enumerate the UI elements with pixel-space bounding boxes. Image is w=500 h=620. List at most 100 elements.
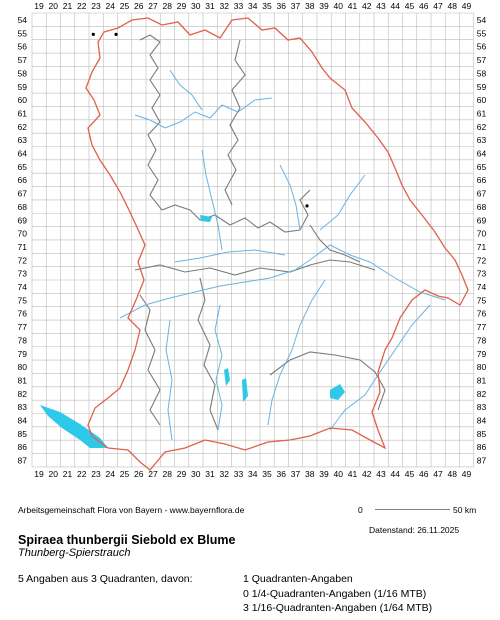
grid-column-label: 21 (63, 1, 73, 11)
lake-constance (40, 405, 108, 448)
grid-row-label: 87 (18, 456, 28, 466)
grid-row-label: 80 (18, 362, 28, 372)
grid-row-label: 58 (477, 68, 487, 78)
grid-row-label: 84 (18, 416, 28, 426)
grid-column-label: 33 (234, 469, 244, 479)
grid-column-label: 41 (348, 469, 358, 479)
summary-line-quarter-quadrants: 0 1/4-Quadranten-Angaben (1/16 MTB) (243, 588, 427, 600)
grid-row-label: 60 (18, 95, 28, 105)
grid-column-label: 33 (234, 1, 244, 11)
grid-row-label: 73 (477, 269, 487, 279)
grid-row-label: 55 (477, 28, 487, 38)
grid-row-label: 79 (477, 349, 487, 359)
river-lech (214, 304, 223, 431)
grid-column-label: 29 (177, 1, 187, 11)
district-border-south (139, 294, 161, 426)
grid-column-label: 42 (362, 1, 372, 11)
grid-column-label: 47 (433, 1, 443, 11)
grid-row-label: 85 (477, 429, 487, 439)
summary-total: 5 Angaben aus 3 Quadranten, davon: (18, 573, 193, 585)
occurrence-point (305, 204, 309, 208)
grid-row-label: 69 (18, 215, 28, 225)
grid-row-label: 56 (477, 42, 487, 52)
grid-row-label: 57 (18, 55, 28, 65)
grid-column-label: 48 (448, 469, 458, 479)
grid-row-label: 82 (477, 389, 487, 399)
grid-row-label: 76 (18, 309, 28, 319)
scale-bar-end-label: 50 km (453, 505, 477, 515)
grid-column-label: 24 (106, 1, 116, 11)
grid-row-label: 74 (477, 282, 487, 292)
river-regnitz (201, 149, 223, 251)
grid-row-label: 81 (18, 375, 28, 385)
river-regen (319, 174, 366, 231)
river-altmuehl (174, 249, 286, 263)
grid-row-label: 78 (477, 335, 487, 345)
grid-row-label: 58 (18, 68, 28, 78)
grid-column-label: 22 (77, 1, 87, 11)
grid-row-label: 69 (477, 215, 487, 225)
species-common-name: Thunberg-Spierstrauch (18, 547, 131, 559)
grid-column-label: 29 (177, 469, 187, 479)
grid-row-label: 77 (18, 322, 28, 332)
grid-column-label: 26 (134, 469, 144, 479)
grid-column-label: 20 (49, 1, 59, 11)
district-border-southeast (269, 351, 386, 411)
grid-row-label: 63 (18, 135, 28, 145)
occurrence-point (114, 32, 118, 36)
grid-row-label: 70 (477, 229, 487, 239)
grid-column-label: 40 (334, 1, 344, 11)
occurrence-point (91, 32, 95, 36)
lake-brombachsee (200, 215, 212, 222)
grid-row-label: 75 (477, 295, 487, 305)
district-border-north (139, 34, 311, 233)
grid-row-label: 85 (18, 429, 28, 439)
grid-row-label: 57 (477, 55, 487, 65)
grid-column-label: 46 (419, 1, 429, 11)
grid-row-label: 71 (18, 242, 28, 252)
map-grid (31, 12, 475, 468)
lake-chiemsee (330, 384, 345, 400)
river-danube (119, 244, 446, 319)
grid-column-label: 46 (419, 469, 429, 479)
date-stamp: Datenstand: 26.11.2025 (369, 525, 460, 535)
grid-row-label: 68 (18, 202, 28, 212)
rivers (119, 69, 446, 441)
grid-row-label: 56 (18, 42, 28, 52)
grid-column-label: 37 (291, 1, 301, 11)
grid-column-label: 30 (191, 469, 201, 479)
grid-row-label: 62 (477, 122, 487, 132)
grid-row-label: 61 (18, 108, 28, 118)
grid-column-label: 45 (405, 469, 415, 479)
lake-ammersee (224, 368, 230, 386)
grid-column-label: 43 (376, 1, 386, 11)
grid-row-label: 54 (18, 15, 28, 25)
summary-line-sixteenth-quadrants: 3 1/16-Quadranten-Angaben (1/64 MTB) (243, 602, 433, 614)
grid-column-label: 47 (433, 469, 443, 479)
grid-row-label: 63 (477, 135, 487, 145)
grid-row-label: 59 (477, 82, 487, 92)
grid-column-label: 39 (319, 1, 329, 11)
grid-column-label: 31 (205, 469, 215, 479)
grid-column-label: 27 (148, 1, 158, 11)
grid-column-label: 28 (163, 1, 173, 11)
grid-row-label: 68 (477, 202, 487, 212)
grid-column-label: 45 (405, 1, 415, 11)
grid-row-label: 76 (477, 309, 487, 319)
grid-column-label: 27 (148, 469, 158, 479)
grid-column-label: 19 (34, 1, 44, 11)
river-main (134, 97, 273, 129)
river-inn (329, 304, 431, 431)
grid-row-label: 61 (477, 108, 487, 118)
scale-bar-start-label: 0 (358, 505, 363, 515)
grid-row-labels-left: 54 55 56 57 58 59 60 61 62 63 64 65 66 67 68 69 70 71 72 73… (18, 15, 28, 466)
grid-row-label: 87 (477, 456, 487, 466)
grid-row-label: 72 (18, 255, 28, 265)
grid-column-labels-top: 19 20 21 22 23 24 25 26 27 28 29 30 31 32 33 34 35 36 37 38… (34, 1, 471, 11)
grid-column-label: 25 (120, 469, 130, 479)
grid-column-label: 35 (262, 1, 272, 11)
grid-row-label: 83 (477, 402, 487, 412)
grid-column-label: 23 (91, 469, 101, 479)
grid-column-label: 42 (362, 469, 372, 479)
grid-column-label: 22 (77, 469, 87, 479)
